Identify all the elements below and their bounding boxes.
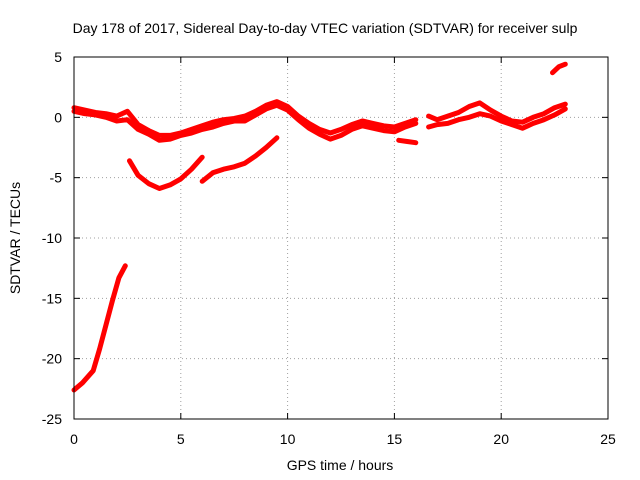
y-tick-label: -10 [42,230,62,246]
chart-title: Day 178 of 2017, Sidereal Day-to-day VTE… [73,20,578,36]
series-line [127,154,205,191]
grid [74,57,608,419]
y-tick-label: -15 [42,290,62,306]
series-line [396,137,419,146]
series-line [426,100,568,125]
x-tick-label: 5 [177,431,185,447]
series-line [71,102,419,143]
y-tick-label: -20 [42,351,62,367]
series-line [550,61,568,76]
x-tick-label: 10 [280,431,296,447]
x-tick-label: 15 [387,431,403,447]
y-tick-label: -5 [50,170,63,186]
y-tick-label: -25 [42,411,62,427]
x-tick-label: 20 [493,431,509,447]
x-tick-label: 0 [70,431,78,447]
series-line [426,106,568,131]
plot-frame [73,56,609,420]
data-series [71,61,568,393]
y-tick-label: 0 [54,109,62,125]
series-line [199,135,280,184]
x-tick-label: 25 [600,431,616,447]
x-axis-label: GPS time / hours [287,457,394,473]
y-tick-label: 5 [54,49,62,65]
y-axis-label: SDTVAR / TECUs [7,182,23,294]
axis-ticks: 0 5 10 15 20 25 5 0 -5 -10 -15 -20 -25 [42,49,616,447]
series-line [71,99,419,138]
series-line [71,263,128,393]
